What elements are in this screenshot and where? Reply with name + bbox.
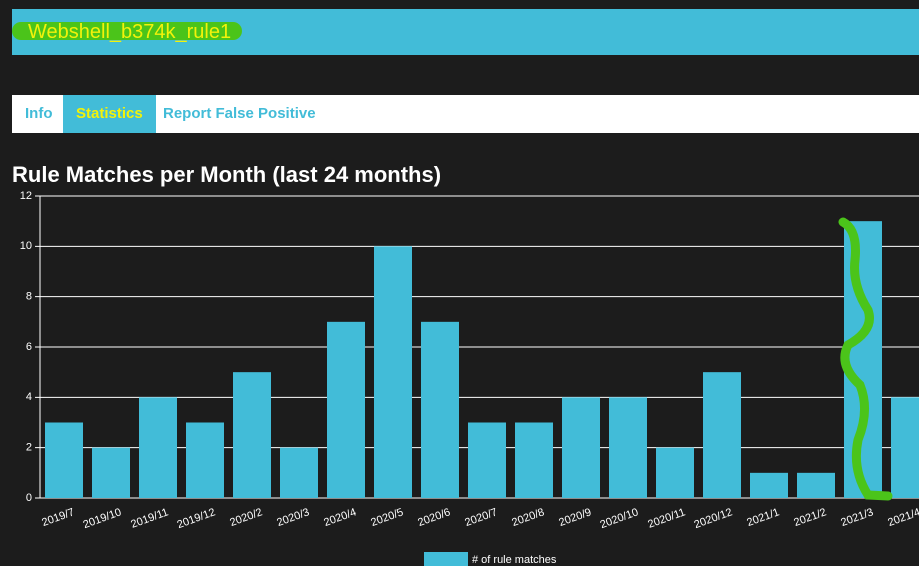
x-tick-label: 2020/2 — [228, 506, 264, 529]
bar — [421, 321, 459, 498]
tab[interactable]: Info — [25, 105, 53, 122]
bar — [750, 472, 788, 498]
y-tick-label: 10 — [20, 240, 32, 252]
bar — [468, 422, 506, 498]
bar — [891, 397, 919, 498]
bar — [45, 422, 83, 498]
x-tick-label: 2019/12 — [176, 506, 217, 531]
bar — [703, 372, 741, 498]
bar — [374, 246, 412, 498]
bar — [92, 447, 130, 498]
x-tick-label: 2020/4 — [322, 506, 358, 529]
y-tick-label: 4 — [26, 391, 32, 403]
bar — [562, 397, 600, 498]
bar — [139, 397, 177, 498]
header: Webshell_b374k_rule1 — [12, 9, 919, 55]
highlight — [12, 22, 242, 40]
bar — [656, 447, 694, 498]
tab[interactable]: Report False Positive — [163, 105, 316, 122]
x-tick-label: 2020/7 — [463, 506, 499, 529]
x-tick-label: 2020/5 — [369, 506, 405, 529]
bar — [233, 372, 271, 498]
chart-title: Rule Matches per Month (last 24 months) — [12, 162, 441, 187]
bar — [609, 397, 647, 498]
rule-title: Webshell_b374k_rule1 — [28, 21, 232, 43]
x-tick-label: 2021/4 — [886, 506, 919, 529]
annotation-scribble — [838, 217, 893, 501]
bar — [186, 422, 224, 498]
x-tick-label: 2020/10 — [599, 506, 640, 531]
y-tick-label: 12 — [20, 190, 32, 202]
y-tick-label: 0 — [26, 492, 32, 504]
x-tick-label: 2019/7 — [40, 506, 76, 529]
x-tick-label: 2020/11 — [646, 506, 687, 531]
x-tick-label: 2019/11 — [129, 506, 170, 531]
legend-swatch — [424, 552, 468, 566]
tab-bar: Info Statistics Report False Positive — [12, 95, 919, 133]
legend-label: # of rule matches — [472, 554, 557, 566]
x-tick-label: 2021/2 — [792, 506, 828, 529]
x-tick-label: 2019/10 — [82, 506, 123, 531]
y-tick-label: 8 — [26, 291, 32, 303]
x-tick-label: 2021/3 — [839, 506, 875, 529]
x-tick-label: 2020/3 — [275, 506, 311, 529]
x-tick-label: 2020/8 — [510, 506, 546, 529]
bar — [327, 321, 365, 498]
tab[interactable]: Statistics — [63, 95, 156, 133]
y-tick-label: 6 — [26, 341, 32, 353]
y-tick-label: 2 — [26, 442, 32, 454]
x-tick-label: 2020/9 — [557, 506, 593, 529]
bar — [797, 472, 835, 498]
x-tick-label: 2020/12 — [693, 506, 734, 531]
x-tick-label: 2021/1 — [745, 506, 781, 529]
bar — [844, 221, 882, 498]
x-tick-label: 2020/6 — [416, 506, 452, 529]
bar — [515, 422, 553, 498]
bar — [280, 447, 318, 498]
